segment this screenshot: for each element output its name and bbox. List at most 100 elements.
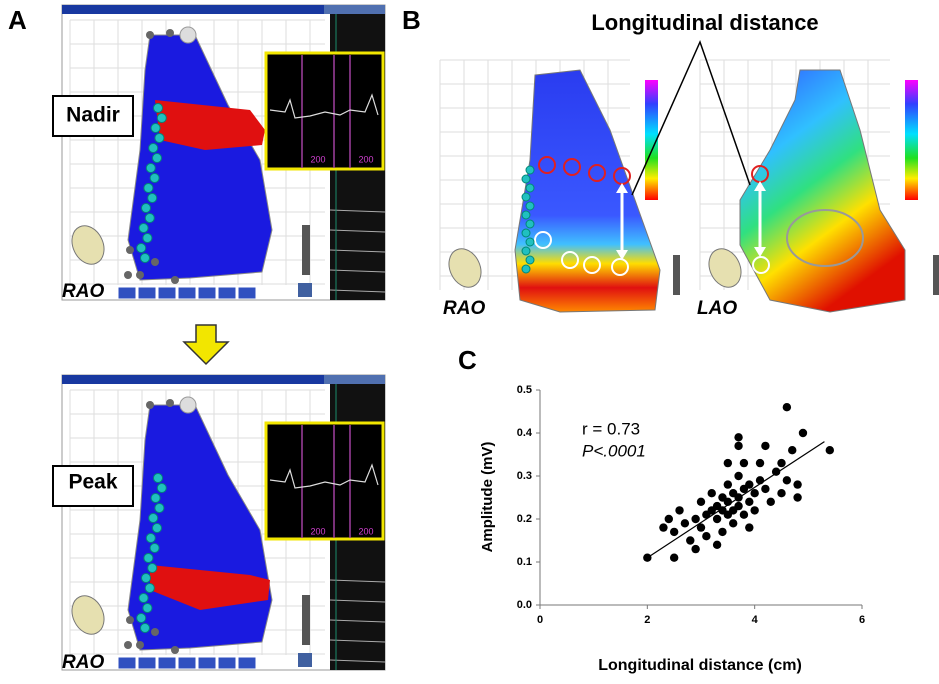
catheter-point xyxy=(136,613,147,623)
catheter-point xyxy=(136,243,147,253)
trend-line xyxy=(647,441,825,559)
point xyxy=(734,471,743,481)
anchor-point xyxy=(166,399,174,407)
catheter-point xyxy=(521,192,531,202)
catheter-point xyxy=(154,503,165,513)
scale-bar xyxy=(302,225,310,275)
anchor-point xyxy=(124,641,132,649)
heart-icon xyxy=(71,225,105,265)
toolbar-button xyxy=(117,286,137,300)
point xyxy=(696,497,706,506)
point xyxy=(680,519,690,528)
point xyxy=(696,523,706,532)
point xyxy=(712,514,722,524)
toolbar-button xyxy=(197,286,217,300)
toolbar-button xyxy=(137,656,157,670)
point xyxy=(793,493,802,502)
toolbar-button xyxy=(117,656,137,670)
x-tick-label: 4 xyxy=(752,614,759,626)
catheter-point xyxy=(138,223,149,233)
heart-icon xyxy=(448,248,482,288)
toolbar-button xyxy=(177,286,197,300)
ecg-trace xyxy=(329,249,386,253)
catheter-point xyxy=(149,173,160,183)
catheter-point xyxy=(149,543,160,553)
catheter-point xyxy=(153,473,163,483)
catheter-point xyxy=(153,103,163,113)
point xyxy=(734,441,743,451)
color-scale xyxy=(905,80,918,200)
catheter-point xyxy=(525,183,535,193)
catheter-point xyxy=(143,553,154,563)
catheter-point xyxy=(156,113,167,123)
inset-label: 200 xyxy=(310,526,325,536)
map-red-zone xyxy=(155,100,265,150)
arrow-head xyxy=(754,181,766,191)
point xyxy=(777,489,786,498)
red-marker xyxy=(563,158,581,176)
catheter-point xyxy=(156,483,167,493)
point xyxy=(686,536,695,545)
phase-label: Peak xyxy=(68,471,117,494)
point xyxy=(745,523,754,532)
catheter-point xyxy=(147,563,158,573)
point xyxy=(766,497,775,506)
phase-box xyxy=(52,465,134,507)
panel-label: A xyxy=(8,5,27,35)
ecg-trace xyxy=(329,269,386,273)
x-tick-label: 2 xyxy=(644,614,650,626)
map-red-zone xyxy=(150,565,270,610)
point xyxy=(755,458,765,468)
catheter-point xyxy=(152,523,162,533)
y-tick-label: 0.3 xyxy=(517,470,532,482)
title-bar xyxy=(62,5,324,14)
catheter-point xyxy=(521,264,531,274)
toolbar-button xyxy=(197,656,217,670)
arrow-head xyxy=(616,250,628,260)
catheter-point xyxy=(521,228,531,238)
point xyxy=(734,501,743,511)
anchor-point xyxy=(136,641,144,649)
catheter-point xyxy=(525,165,535,175)
catheter-point xyxy=(147,193,158,203)
region-outline xyxy=(786,209,864,267)
pointer-line xyxy=(631,39,751,196)
panel-label: B xyxy=(402,5,421,35)
title-bar xyxy=(62,375,324,384)
catheter-point xyxy=(145,533,156,543)
point xyxy=(825,446,834,455)
catheter-point xyxy=(144,583,155,593)
scale-bar xyxy=(673,255,680,295)
ecg-trace xyxy=(329,229,386,233)
catheter-point xyxy=(140,623,150,633)
egm-trace xyxy=(269,463,379,489)
panel-label: C xyxy=(458,345,477,375)
inset-label: 200 xyxy=(358,526,373,536)
point xyxy=(734,433,743,442)
point xyxy=(745,480,754,489)
point xyxy=(739,458,749,468)
catheter-point xyxy=(142,603,153,613)
catheter-point xyxy=(150,493,161,503)
point xyxy=(723,480,733,489)
catheter-point xyxy=(145,163,156,173)
white-marker xyxy=(752,256,770,274)
map-shell xyxy=(127,34,273,281)
catheter-point xyxy=(521,210,531,220)
y-axis-label: Amplitude (mV) xyxy=(479,442,496,553)
white-marker xyxy=(561,251,579,269)
point xyxy=(723,458,733,468)
point xyxy=(691,514,700,524)
scale-bar xyxy=(302,595,310,645)
catheter-point xyxy=(152,153,162,163)
anchor-point xyxy=(136,271,144,279)
y-tick-label: 0.1 xyxy=(517,556,532,568)
y-tick-label: 0.2 xyxy=(517,513,532,525)
red-marker xyxy=(588,164,606,182)
point xyxy=(739,510,749,519)
heart-icon xyxy=(708,248,742,288)
point xyxy=(761,441,770,451)
point xyxy=(702,532,711,541)
view-label: LAO xyxy=(697,298,737,319)
arrow-head xyxy=(754,247,766,257)
